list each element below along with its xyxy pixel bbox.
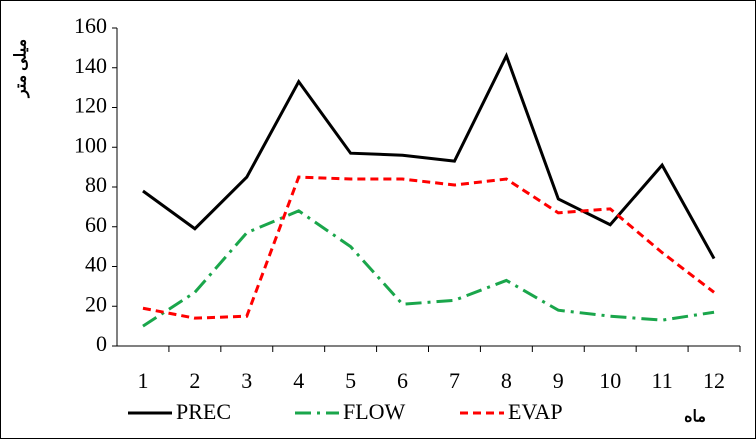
series-line	[142, 175, 715, 320]
series-line	[142, 52, 716, 260]
y-tick-label: 100	[74, 132, 107, 157]
x-tick-label: 12	[703, 368, 725, 393]
x-tick-label: 10	[599, 368, 621, 393]
x-tick-label: 8	[501, 368, 512, 393]
y-tick-label: 140	[74, 53, 107, 78]
legend-label: PREC	[176, 399, 231, 424]
x-tick-label: 9	[553, 368, 564, 393]
y-tick-label: 40	[85, 252, 107, 277]
x-tick-label: 6	[397, 368, 408, 393]
x-tick-label: 3	[241, 368, 252, 393]
y-tick-label: 80	[85, 172, 107, 197]
y-tick-label: 160	[74, 13, 107, 38]
y-tick-label: 60	[85, 212, 107, 237]
y-tick-label: 20	[85, 291, 107, 316]
y-tick-label: 0	[96, 331, 107, 356]
legend-label: FLOW	[343, 399, 406, 424]
y-tick-label: 120	[74, 93, 107, 118]
legend-label: EVAP	[508, 399, 563, 424]
x-tick-label: 5	[345, 368, 356, 393]
x-axis-title: ماه	[684, 409, 706, 426]
x-tick-label: 11	[652, 368, 673, 393]
series-line	[142, 209, 715, 328]
x-tick-label: 2	[189, 368, 200, 393]
y-axis-title: میلی متر	[13, 39, 31, 98]
x-tick-label: 1	[137, 368, 148, 393]
x-tick-label: 7	[449, 368, 460, 393]
x-tick-label: 4	[293, 368, 304, 393]
